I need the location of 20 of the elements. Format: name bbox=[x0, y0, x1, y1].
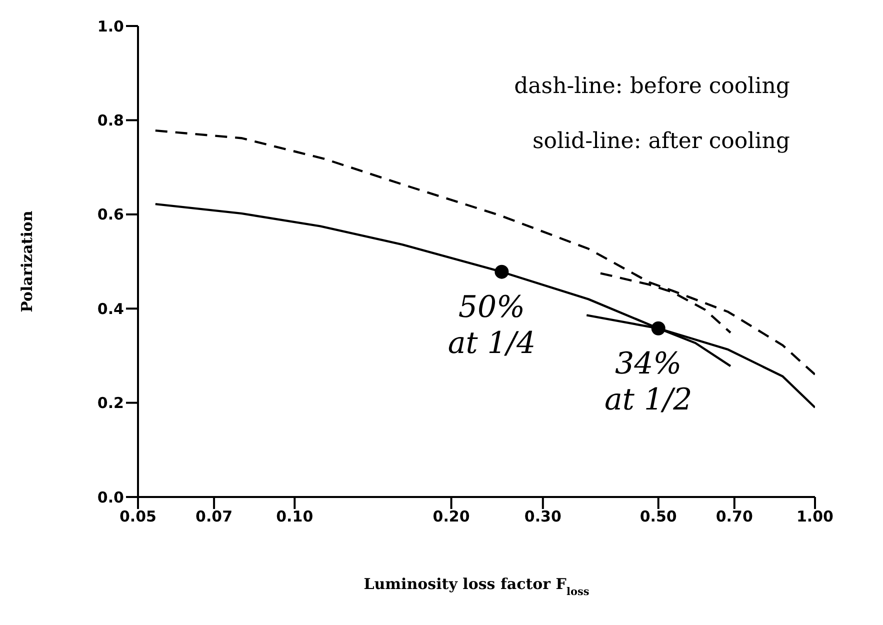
x-tick-label: 0.30 bbox=[524, 508, 562, 526]
annotation: solid-line: after cooling bbox=[532, 129, 790, 154]
y-tick-label: 0.0 bbox=[97, 488, 124, 506]
annotation: 50% at 1/4 bbox=[448, 290, 536, 361]
annotation: 34% at 1/2 bbox=[604, 346, 692, 418]
x-tick-label: 0.70 bbox=[716, 508, 753, 526]
y-axis-title: Polarization bbox=[18, 210, 36, 312]
x-tick-label: 0.50 bbox=[640, 508, 677, 526]
x-tick-label: 1.00 bbox=[796, 508, 834, 526]
y-tick-label: 0.4 bbox=[97, 300, 124, 318]
y-tick-label: 0.8 bbox=[97, 112, 124, 130]
x-tick-label: 0.07 bbox=[196, 508, 233, 526]
y-tick-label: 0.6 bbox=[97, 206, 124, 224]
x-axis-title: Luminosity loss factor F$_{loss}$ bbox=[364, 575, 590, 598]
y-tick-label: 1.0 bbox=[97, 17, 124, 36]
x-tick-label: 0.20 bbox=[432, 508, 470, 526]
annotation: dash-line: before cooling bbox=[514, 74, 790, 99]
x-tick-label: 0.05 bbox=[119, 508, 157, 526]
y-tick-label: 0.2 bbox=[97, 394, 124, 412]
x-tick-label: 0.10 bbox=[276, 508, 314, 526]
